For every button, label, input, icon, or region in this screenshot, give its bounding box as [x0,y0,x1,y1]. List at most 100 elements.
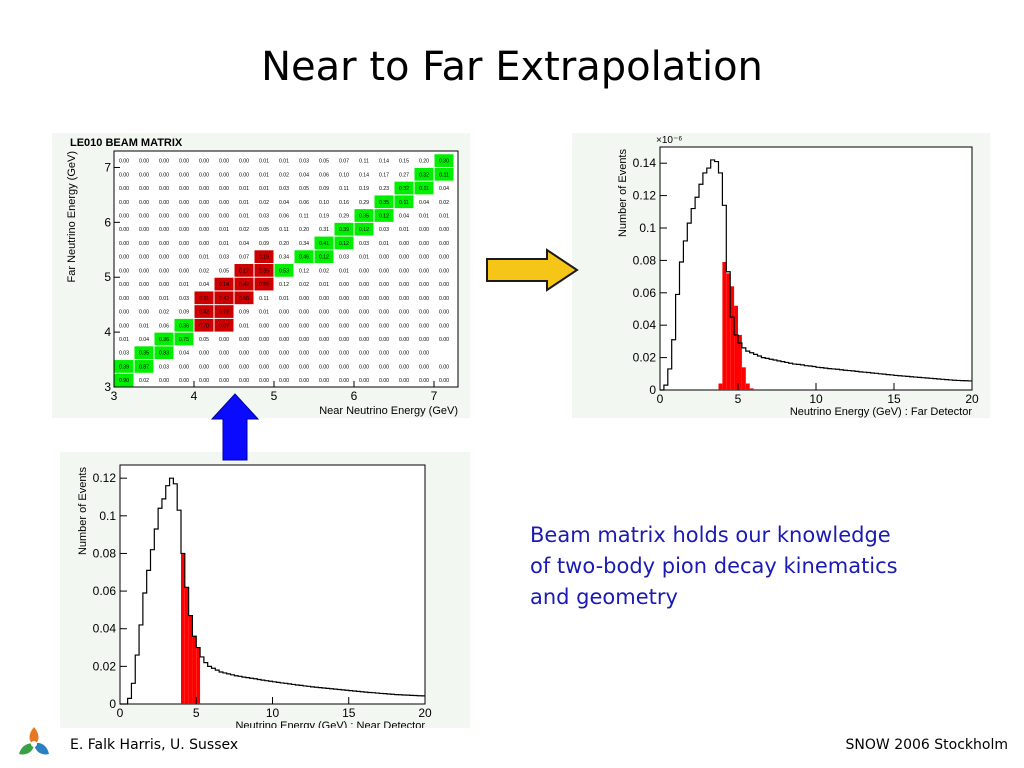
far-ylabel: Number of Events [617,149,629,238]
matrix-cell-value: 0.03 [119,351,129,357]
matrix-cell-value: 0.00 [179,268,189,274]
matrix-x-tick-label: 4 [191,389,198,403]
matrix-cell-value: 0.00 [319,378,329,384]
matrix-cell [194,318,214,332]
matrix-cell-value: 0.00 [279,351,289,357]
matrix-cell-value: 0.00 [259,351,269,357]
matrix-cell-value: 0.05 [299,186,309,192]
matrix-cell-value: 0.01 [279,159,289,165]
matrix-cell-value: 0.01 [239,213,249,219]
matrix-cell-value: 0.00 [159,268,169,274]
far-x-tick-label: 0 [657,392,664,406]
matrix-cell-value: 0.00 [159,241,169,247]
far-x-tick-label: 10 [809,392,823,406]
matrix-cell-value: 0.03 [259,213,269,219]
matrix-cell-value: 0.00 [139,310,149,316]
matrix-cell-value: 0.00 [419,378,429,384]
matrix-cell [374,209,394,222]
matrix-cell [114,373,134,387]
matrix-cell-value: 0.00 [439,255,449,261]
far-plot-area [659,146,973,391]
far-x-tick-label: 15 [887,392,901,406]
matrix-cell [374,195,394,209]
footer-author: E. Falk Harris, U. Sussex [70,737,239,753]
matrix-cell-value: 0.00 [219,351,229,357]
matrix-cell-value: 0.00 [379,282,389,288]
matrix-cell-value: 0.01 [259,172,269,178]
matrix-cell-value: 0.06 [319,172,329,178]
matrix-cell-value: 0.14 [379,159,389,165]
matrix-cell-value: 0.00 [439,241,449,247]
matrix-cell-value: 0.17 [379,172,389,178]
matrix-cell-value: 0.00 [279,323,289,329]
matrix-cell-value: 0.09 [239,310,249,316]
matrix-cell-value: 0.32 [399,186,409,192]
matrix-xlabel: Near Neutrino Energy (GeV) [319,405,458,417]
matrix-cell [354,222,374,236]
matrix-cell-value: 0.31 [319,227,329,233]
matrix-cell-value: 0.36 [159,337,169,343]
matrix-cell-value: 0.00 [419,282,429,288]
matrix-cell-value: 0.00 [119,241,129,247]
matrix-cell-value: 0.01 [399,227,409,233]
matrix-cell-value: 0.00 [399,268,409,274]
near-y-tick-label: 0.08 [93,546,117,560]
matrix-cell-value: 0.00 [219,200,229,206]
matrix-cell-value: 0.00 [259,378,269,384]
matrix-cell [314,236,334,250]
far-y-scale-label: ×10⁻⁶ [656,135,682,146]
matrix-cell-value: 0.00 [439,364,449,370]
beam-matrix-panel: LE010 BEAM MATRIX Near Neutrino Energy (… [52,133,470,418]
matrix-cell-value: 0.01 [339,268,349,274]
matrix-cell-value: 0.12 [279,282,289,288]
matrix-cell-value: 0.00 [419,227,429,233]
matrix-cell-value: 0.03 [219,255,229,261]
matrix-cell-value: 0.00 [139,227,149,233]
matrix-cell-value: 0.00 [339,364,349,370]
matrix-cell-value: 0.04 [299,172,309,178]
matrix-cell-value: 0.83 [159,351,169,357]
footer-venue: SNOW 2006 Stockholm [845,737,1008,753]
matrix-cell-value: 0.00 [439,227,449,233]
matrix-cell-value: 0.70 [199,323,209,329]
matrix-cell-value: 0.00 [359,310,369,316]
matrix-cell-value: 0.07 [219,323,229,329]
matrix-cell-value: 0.19 [319,213,329,219]
matrix-ylabel: Far Neutrino Energy (GeV) [66,151,78,282]
matrix-cell-value: 0.10 [319,200,329,206]
matrix-cell-value: 0.00 [119,255,129,261]
matrix-cell-value: 0.01 [219,227,229,233]
matrix-cell-value: 0.35 [139,351,149,357]
matrix-cell-value: 0.20 [419,159,429,165]
matrix-cell-value: 0.00 [119,296,129,302]
matrix-cell-value: 0.11 [419,186,429,192]
near-highlight-bar [181,553,185,704]
matrix-cell-value: 0.00 [179,200,189,206]
matrix-cell-value: 0.02 [259,200,269,206]
far-detector-panel: 0 5 10 15 20 0 0.02 0.04 0.06 0.08 0.1 0.12 0.14 Neut… [572,133,990,418]
matrix-cell-value: 0.06 [159,323,169,329]
matrix-cell-value: 0.11 [199,296,209,302]
matrix-cell-value: 0.00 [279,364,289,370]
matrix-cell-value: 0.00 [119,268,129,274]
matrix-cell-value: 0.30 [439,159,449,165]
caption-text: Beam matrix holds our knowledge of two-b… [530,520,950,613]
matrix-cell-value: 0.01 [319,282,329,288]
matrix-cell-value: 0.00 [339,296,349,302]
matrix-cell-value: 0.00 [439,282,449,288]
matrix-cell-value: 0.05 [259,227,269,233]
matrix-cell-value: 0.00 [139,296,149,302]
matrix-cell-value: 0.00 [399,351,409,357]
matrix-cell [294,250,314,264]
far-xlabel: Neutrino Energy (GeV) : Far Detector [790,406,973,418]
matrix-cell-value: 0.02 [139,378,149,384]
far-highlight-bar [726,273,731,390]
matrix-cell-value: 0.04 [419,200,429,206]
matrix-cell-value: 0.00 [139,159,149,165]
far-y-tick-label: 0 [649,383,656,397]
matrix-cell-value: 0.00 [119,186,129,192]
matrix-cell-value: 0.00 [419,351,429,357]
matrix-cell-value: 0.87 [139,364,149,370]
matrix-cell-value: 0.00 [279,378,289,384]
arrow-up-icon [210,393,260,461]
